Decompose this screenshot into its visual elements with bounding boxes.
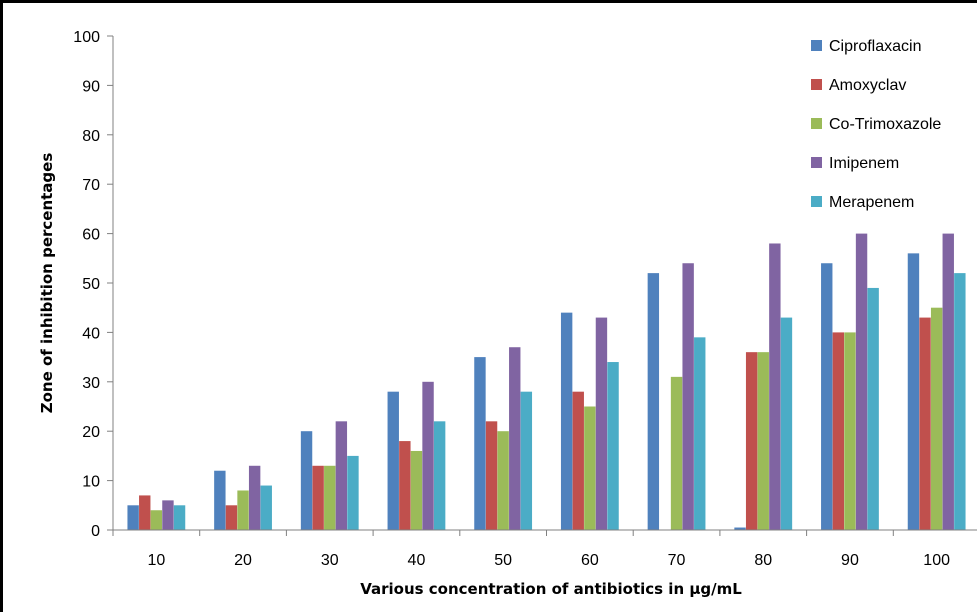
y-tick-label: 10: [82, 474, 100, 491]
legend-swatch-ciproflaxacin: [811, 40, 822, 51]
bar-ciproflaxacin-70: [647, 273, 660, 530]
legend-label: Amoxyclav: [829, 77, 906, 94]
bar-co-trimoxazole-10: [150, 510, 163, 530]
x-axis-title: Various concentration of antibiotics in …: [360, 580, 742, 598]
y-tick-label: 20: [82, 424, 100, 441]
y-tick-label: 30: [82, 375, 100, 392]
bar-co-trimoxazole-30: [324, 465, 336, 530]
bar-ciproflaxacin-30: [300, 431, 313, 530]
y-tick-label: 0: [91, 523, 100, 540]
x-tick-label: 90: [841, 552, 859, 569]
x-tick-label: 70: [668, 552, 686, 569]
bar-merapenem-80: [780, 317, 793, 530]
bar-amoxyclav-90: [832, 332, 845, 530]
legend-label: Imipenem: [829, 155, 899, 172]
bar-merapenem-70: [694, 337, 706, 530]
bar-amoxyclav-30: [312, 465, 324, 530]
bar-imipenem-70: [682, 263, 694, 530]
bar-imipenem-50: [509, 347, 521, 530]
bar-co-trimoxazole-90: [844, 332, 856, 530]
bar-amoxyclav-60: [572, 391, 584, 530]
y-tick-label: 50: [82, 276, 100, 293]
bar-ciproflaxacin-100: [907, 253, 920, 531]
y-ticks-group: 0 10 20 30 40 50 60 70 80 90 100: [73, 29, 113, 540]
x-tick-label: 50: [494, 552, 512, 569]
bar-ciproflaxacin-10: [127, 505, 139, 530]
bar-co-trimoxazole-60: [584, 406, 596, 530]
legend-label: Co-Trimoxazole: [829, 116, 941, 133]
legend-swatch-imipenem: [811, 157, 822, 168]
bar-merapenem-30: [347, 455, 359, 530]
bar-co-trimoxazole-100: [930, 307, 943, 530]
x-tick-label: 80: [754, 552, 772, 569]
bar-amoxyclav-80: [745, 352, 758, 530]
x-tick-label: 20: [234, 552, 252, 569]
bar-ciproflaxacin-50: [474, 357, 486, 530]
bar-imipenem-80: [769, 243, 781, 531]
y-tick-label: 100: [73, 29, 100, 46]
bar-amoxyclav-50: [485, 421, 498, 530]
bar-imipenem-30: [335, 421, 348, 530]
legend-label: Merapenem: [829, 194, 914, 211]
x-tick-label: 60: [581, 552, 599, 569]
y-tick-label: 70: [82, 177, 100, 194]
x-tick-label: 100: [923, 552, 950, 569]
bar-ciproflaxacin-40: [387, 391, 399, 530]
bar-co-trimoxazole-20: [237, 490, 249, 530]
x-ticks-group: 10 20 30 40 50 60 70 80 90 100: [112, 530, 950, 569]
bar-amoxyclav-10: [139, 495, 151, 530]
bar-amoxyclav-40: [399, 441, 411, 530]
bar-amoxyclav-100: [919, 317, 931, 530]
bar-amoxyclav-20: [225, 505, 238, 530]
bar-co-trimoxazole-40: [410, 450, 423, 530]
bar-merapenem-10: [173, 505, 186, 530]
legend-swatch-amoxyclav: [811, 79, 822, 90]
bar-ciproflaxacin-90: [821, 263, 833, 530]
y-tick-label: 80: [82, 128, 100, 145]
x-tick-label: 10: [147, 552, 165, 569]
x-tick-label: 40: [408, 552, 426, 569]
bar-merapenem-40: [433, 421, 446, 530]
bar-imipenem-20: [248, 465, 261, 530]
bar-merapenem-100: [954, 273, 966, 530]
bar-ciproflaxacin-80: [734, 527, 746, 530]
legend: Ciproflaxacin Amoxyclav Co-Trimoxazole Imip…: [811, 38, 941, 211]
legend-swatch-co-trimoxazole: [811, 118, 822, 129]
bar-ciproflaxacin-60: [560, 312, 573, 530]
y-tick-label: 90: [82, 78, 100, 95]
bar-imipenem-60: [595, 317, 608, 530]
y-tick-label: 40: [82, 325, 100, 342]
bar-merapenem-50: [520, 391, 533, 530]
bar-co-trimoxazole-80: [757, 352, 769, 530]
bar-merapenem-60: [607, 362, 619, 530]
y-axis-title: Zone of inhibition percentages: [38, 153, 56, 414]
legend-swatch-merapenem: [811, 196, 822, 207]
bar-ciproflaxacin-20: [214, 470, 226, 530]
bar-co-trimoxazole-50: [497, 431, 509, 530]
bar-merapenem-20: [260, 485, 272, 530]
legend-label: Ciproflaxacin: [829, 38, 921, 55]
bar-imipenem-10: [162, 500, 174, 530]
bar-imipenem-100: [942, 233, 954, 530]
x-tick-label: 30: [321, 552, 339, 569]
bar-co-trimoxazole-70: [670, 376, 683, 530]
y-tick-label: 60: [82, 227, 100, 244]
bar-merapenem-90: [867, 287, 879, 530]
bar-chart: 0 10 20 30 40 50 60 70 80 90 100 10 20 30 40 50 60 70 80 9…: [38, 29, 977, 598]
bars-group: [127, 233, 966, 531]
bar-imipenem-40: [422, 381, 434, 530]
bar-imipenem-90: [855, 233, 868, 530]
